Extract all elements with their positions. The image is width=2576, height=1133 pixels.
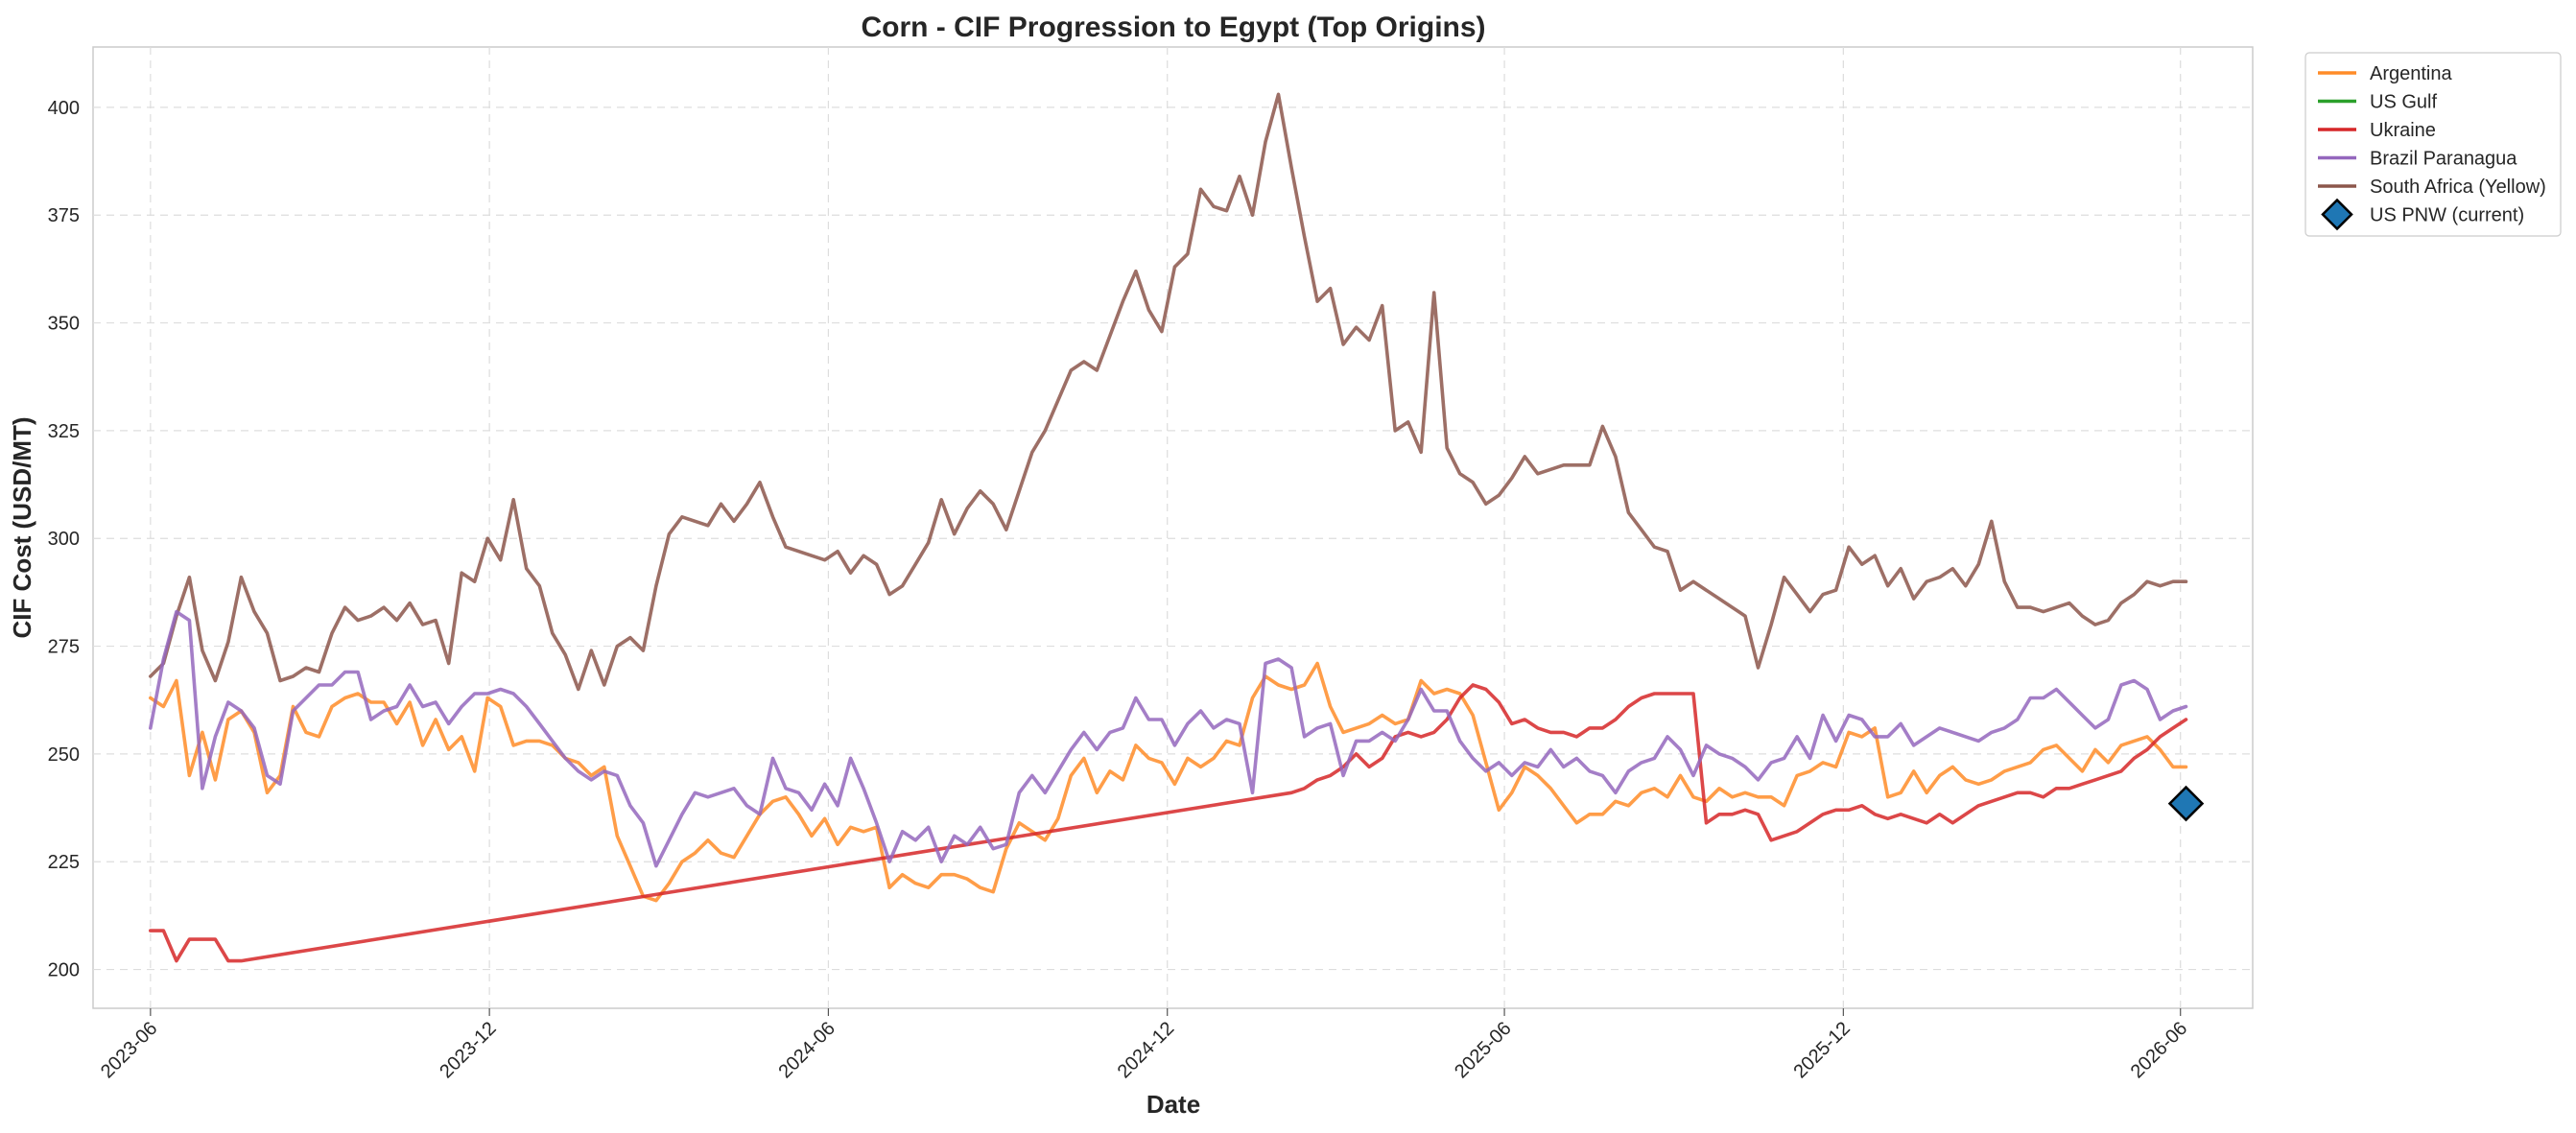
y-tick-label: 275: [48, 637, 80, 658]
y-tick-label: 400: [48, 98, 80, 119]
y-tick-label: 225: [48, 852, 80, 873]
legend-label: US Gulf: [2370, 92, 2437, 113]
marker-us-pnw-current: [2167, 785, 2205, 822]
y-axis-label: CIF Cost (USD/MT): [8, 416, 36, 638]
markers: [2167, 785, 2205, 822]
legend-label: South Africa (Yellow): [2370, 177, 2546, 198]
legend-box: [2304, 52, 2562, 237]
legend-label: US PNW (current): [2370, 205, 2524, 226]
gridlines: [93, 47, 2253, 1008]
y-tick-label: 300: [48, 529, 80, 550]
series-lines: [149, 92, 2188, 963]
y-tick-label: 200: [48, 960, 80, 981]
legend-label: Brazil Paranagua: [2370, 149, 2517, 170]
legend-label: Argentina: [2370, 63, 2452, 84]
series-line-brazil-paranagua: [149, 609, 2188, 868]
series-line-south-africa-yellow: [149, 92, 2188, 692]
y-tick-label: 325: [48, 421, 80, 442]
y-tick-label: 350: [48, 314, 80, 335]
series-line-ukraine: [149, 683, 2188, 963]
legend: Argentina US Gulf Ukraine Brazil Paranagua S…: [2304, 52, 2562, 237]
series-line-argentina: [149, 661, 2188, 903]
y-tick-label: 250: [48, 744, 80, 766]
legend-label: Ukraine: [2370, 120, 2436, 141]
x-axis-label: Date: [1146, 1090, 1200, 1119]
legend-marker-swatch: [2321, 198, 2353, 231]
y-tick-label: 375: [48, 205, 80, 226]
chart-title: Corn - CIF Progression to Egypt (Top Ori…: [861, 12, 1485, 43]
plot-area: [92, 46, 2254, 1009]
